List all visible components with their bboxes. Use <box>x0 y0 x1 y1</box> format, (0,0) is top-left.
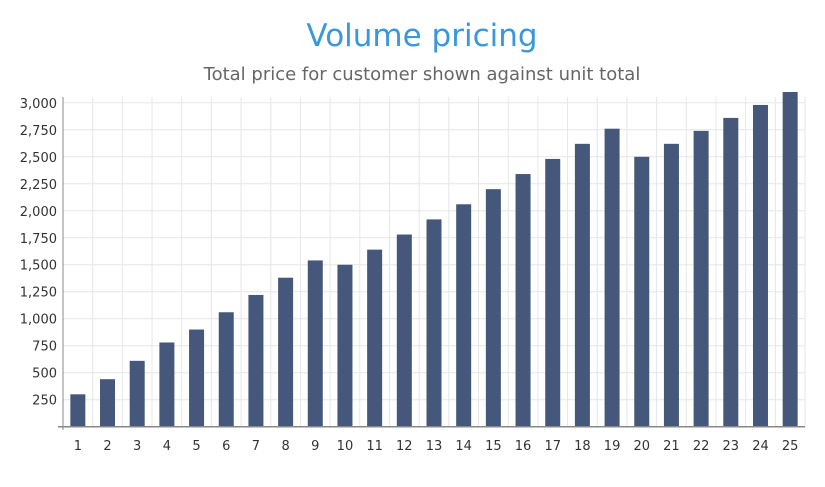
bar-7 <box>248 294 264 427</box>
bar-3 <box>129 360 145 427</box>
tick-labels: 250 500 750 1,000 1,250 1,500 1,750 2,000 2,250 2… <box>20 97 799 454</box>
axes <box>58 97 805 430</box>
bar-21 <box>663 143 679 427</box>
bar-19 <box>604 128 620 427</box>
x-tick-label: 11 <box>366 439 383 454</box>
x-tick-label: 22 <box>693 439 710 454</box>
x-tick-label: 3 <box>133 439 141 454</box>
x-tick-label: 4 <box>163 439 171 454</box>
bar-9 <box>307 260 323 427</box>
y-tick-label: 1,500 <box>20 259 57 274</box>
x-tick-label: 25 <box>782 439 799 454</box>
bar-2 <box>100 379 116 427</box>
bar-8 <box>278 277 294 427</box>
y-tick-label: 1,750 <box>20 232 57 247</box>
x-tick-label: 14 <box>455 439 472 454</box>
bar-1 <box>70 394 86 427</box>
y-tick-label: 2,000 <box>20 205 57 220</box>
bars <box>70 92 798 427</box>
bar-22 <box>693 130 709 427</box>
y-tick-label: 750 <box>32 340 57 355</box>
x-tick-label: 9 <box>311 439 319 454</box>
y-tick-label: 1,250 <box>20 286 57 301</box>
x-tick-label: 20 <box>633 439 650 454</box>
bar-4 <box>159 342 175 427</box>
x-tick-label: 16 <box>515 439 532 454</box>
x-tick-label: 15 <box>485 439 502 454</box>
x-tick-label: 24 <box>752 439 769 454</box>
y-tick-label: 2,750 <box>20 124 57 139</box>
x-tick-label: 1 <box>74 439 82 454</box>
x-tick-label: 10 <box>337 439 354 454</box>
bar-23 <box>723 117 739 427</box>
bar-12 <box>396 234 412 427</box>
bar-13 <box>426 219 442 427</box>
x-tick-label: 17 <box>544 439 561 454</box>
bar-15 <box>485 189 501 427</box>
bar-16 <box>515 174 531 427</box>
bar-14 <box>456 204 472 427</box>
x-tick-label: 7 <box>252 439 260 454</box>
bar-11 <box>367 249 383 427</box>
x-tick-label: 23 <box>723 439 740 454</box>
chart-title: Volume pricing <box>306 18 537 54</box>
bar-5 <box>189 329 205 427</box>
y-tick-label: 500 <box>32 367 57 382</box>
x-tick-label: 8 <box>281 439 289 454</box>
x-tick-label: 12 <box>396 439 413 454</box>
bar-20 <box>634 156 650 427</box>
x-tick-label: 6 <box>222 439 230 454</box>
bar-6 <box>218 312 234 427</box>
bar-24 <box>752 104 768 427</box>
grid <box>63 97 806 427</box>
y-tick-label: 1,000 <box>20 313 57 328</box>
bar-10 <box>337 264 353 427</box>
y-tick-label: 250 <box>32 394 57 409</box>
x-tick-label: 18 <box>574 439 591 454</box>
bar-17 <box>545 158 561 427</box>
bar-18 <box>574 143 590 427</box>
x-tick-label: 5 <box>192 439 200 454</box>
x-tick-label: 2 <box>103 439 111 454</box>
x-tick-label: 19 <box>604 439 621 454</box>
y-tick-label: 2,250 <box>20 178 57 193</box>
chart-subtitle: Total price for customer shown against u… <box>203 64 641 85</box>
x-tick-label: 13 <box>426 439 443 454</box>
bar-25 <box>782 92 798 427</box>
x-tick-label: 21 <box>663 439 680 454</box>
y-tick-label: 3,000 <box>20 97 57 112</box>
y-tick-label: 2,500 <box>20 151 57 166</box>
